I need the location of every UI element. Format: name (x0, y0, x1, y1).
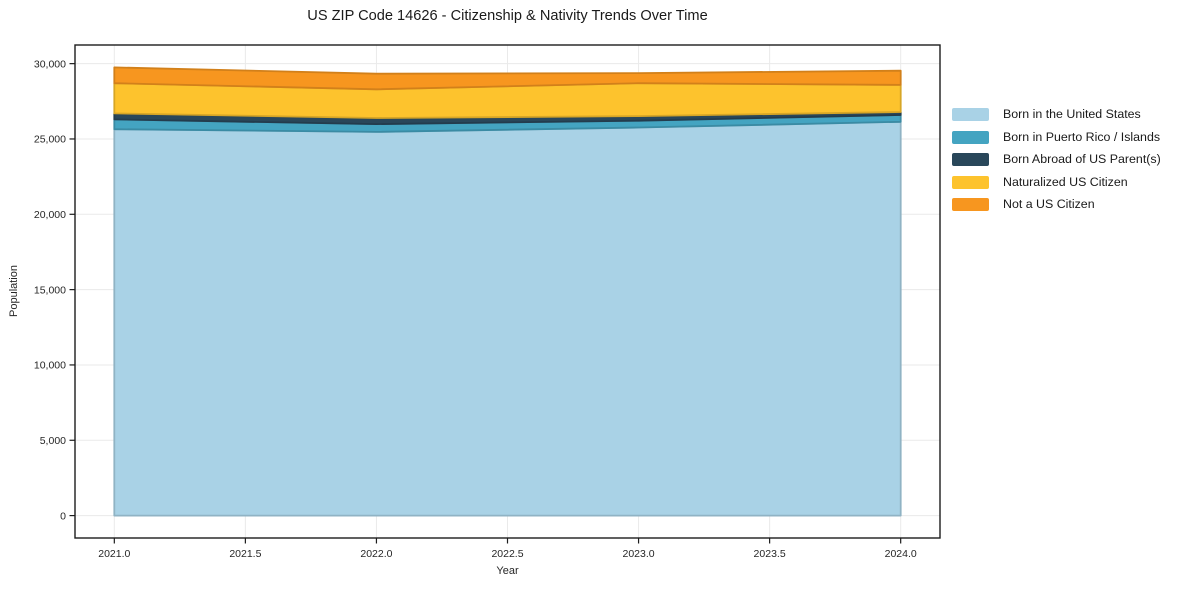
x-tick-label: 2021.5 (229, 548, 261, 560)
legend-swatch-not-a-us-citizen (952, 198, 989, 211)
legend-item-born-abroad-of-us-parent-s: Born Abroad of US Parent(s) (952, 153, 1161, 166)
x-tick-label: 2023.0 (622, 548, 654, 560)
legend-swatch-born-in-the-united-states (952, 108, 989, 121)
x-tick-label: 2021.0 (98, 548, 130, 560)
legend: Born in the United States Born in Puerto … (952, 108, 1161, 211)
area-naturalized-us-citizen (113, 82, 902, 119)
x-tick-label: 2023.5 (754, 548, 786, 560)
y-tick-label: 5,000 (40, 435, 66, 447)
area-not-a-us-citizen (113, 66, 902, 91)
legend-item-born-in-puerto-rico-islands: Born in Puerto Rico / Islands (952, 129, 1161, 144)
legend-item-born-in-the-united-states: Born in the United States (952, 108, 1161, 121)
y-tick-label: 15,000 (34, 284, 66, 296)
x-tick-label: 2024.0 (885, 548, 917, 560)
legend-label: Born in the United States (1003, 107, 1141, 121)
y-tick-label: 0 (60, 510, 66, 522)
legend-swatch-naturalized-us-citizen (952, 175, 989, 189)
x-tick-label: 2022.5 (491, 548, 523, 560)
legend-item-naturalized-us-citizen: Naturalized US Citizen (952, 174, 1161, 189)
legend-label: Born Abroad of US Parent(s) (1003, 152, 1161, 166)
legend-swatch-born-abroad-of-us-parent-s (952, 153, 989, 166)
legend-label: Born in Puerto Rico / Islands (1003, 129, 1161, 144)
y-tick-label: 30,000 (34, 58, 66, 70)
y-tick-label: 25,000 (34, 134, 66, 146)
area-born-in-the-united-states (113, 120, 902, 517)
x-tick-label: 2022.0 (360, 548, 392, 560)
legend-label: Not a US Citizen (1003, 197, 1095, 211)
legend-label: Naturalized US Citizen (1003, 174, 1128, 189)
x-axis-label: Year (496, 565, 519, 577)
legend-item-not-a-us-citizen: Not a US Citizen (952, 198, 1161, 211)
legend-swatch-born-in-puerto-rico-islands (952, 130, 989, 144)
y-tick-label: 10,000 (34, 360, 66, 372)
y-tick-label: 20,000 (34, 209, 66, 221)
chart-title: US ZIP Code 14626 - Citizenship & Nativi… (307, 8, 708, 24)
